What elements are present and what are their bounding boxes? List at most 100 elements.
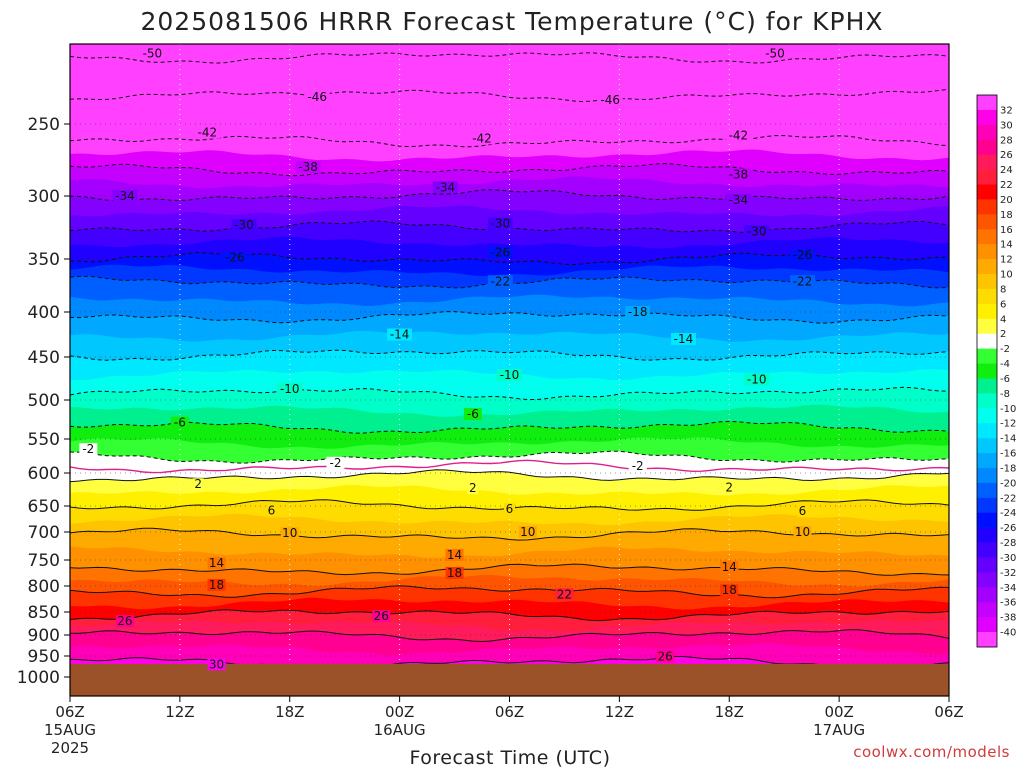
x-tick-date: 15AUG [44, 721, 96, 739]
contour-label-background [790, 275, 815, 288]
colorbar-swatch [977, 363, 997, 379]
contour-label-background [487, 217, 513, 230]
colorbar-label: 2 [1000, 329, 1006, 340]
contour-label: 10 [795, 525, 810, 539]
contour-label-background [487, 275, 513, 288]
contour-label: 30 [209, 657, 224, 671]
y-tick-label: 400 [28, 303, 60, 323]
colorbar-swatch [977, 184, 997, 200]
colorbar-swatch [977, 169, 997, 185]
y-tick-label: 750 [28, 551, 60, 571]
y-tick-label: 650 [28, 497, 60, 517]
contour-label: -34 [436, 180, 456, 194]
contour-label-background [222, 251, 248, 264]
colorbar-swatch [977, 259, 997, 275]
colorbar-label: 6 [1000, 299, 1006, 310]
contour-label-background [720, 584, 739, 597]
colorbar-label: 8 [1000, 284, 1006, 295]
contour-label: 6 [506, 502, 514, 516]
contour-label: -30 [491, 217, 511, 231]
colorbar-label: 20 [1000, 195, 1013, 206]
x-tick-date: 17AUG [813, 721, 865, 739]
contour-label-background [372, 610, 391, 623]
colorbar-label: -32 [1000, 568, 1016, 579]
colorbar-swatch [977, 274, 997, 290]
contour-label: -2 [82, 442, 94, 456]
contour-label: -42 [729, 129, 749, 143]
ground-below-surface [70, 664, 949, 696]
colorbar-label: -2 [1000, 344, 1010, 355]
y-tick-label: 600 [28, 464, 60, 484]
contour-label-background [280, 527, 299, 540]
isotherm-line [70, 609, 949, 622]
contour-label-background [277, 382, 303, 395]
x-tick-label: 18Z [715, 703, 744, 721]
isotherm-line [70, 52, 949, 64]
colorbar-label: -26 [1000, 523, 1016, 534]
colorbar-swatch [977, 602, 997, 618]
contour-label-background [497, 369, 522, 382]
contour-label-background [469, 132, 495, 145]
isotherm-line [70, 311, 949, 324]
contour-label-background [139, 47, 165, 60]
colorbar-swatch [977, 512, 997, 528]
contour-label: 18 [209, 578, 224, 592]
colorbar-label: 26 [1000, 150, 1013, 161]
colorbar-label: 32 [1000, 105, 1013, 116]
contour-label: 6 [268, 504, 276, 518]
colorbar-swatch [977, 139, 997, 155]
colorbar-swatch [977, 333, 997, 349]
contour-label-background [725, 193, 751, 206]
contour-label: -10 [747, 372, 767, 386]
colorbar-label: 14 [1000, 240, 1013, 251]
contour-label-background [326, 456, 345, 469]
contour-label-background [231, 218, 257, 231]
contour-label: -46 [600, 93, 620, 107]
contour-label: 26 [374, 609, 389, 623]
contour-label: -42 [472, 131, 492, 145]
isotherm-line [70, 162, 949, 177]
y-tick-label: 1000 [17, 668, 60, 688]
colorbar-swatch [977, 318, 997, 335]
contour-label: -38 [729, 167, 749, 181]
isotherm-line [70, 189, 949, 202]
colorbar-swatch [977, 244, 997, 260]
contour-label: -30 [234, 218, 254, 232]
contour-label-background [797, 505, 808, 518]
colorbar-swatch [977, 124, 997, 141]
isotherm-line [70, 469, 949, 483]
contour-label: -22 [793, 274, 813, 288]
contour-label-background [295, 161, 321, 174]
contour-label: -34 [729, 193, 749, 207]
y-tick-label: 450 [28, 348, 60, 368]
contour-label: 2 [725, 481, 733, 495]
colorbar-swatch [977, 438, 997, 454]
contour-label-background [207, 578, 226, 591]
colorbar-label: 10 [1000, 270, 1013, 281]
colorbar-swatch [977, 482, 997, 499]
colorbar-label: 24 [1000, 165, 1013, 176]
colorbar-label: -28 [1000, 538, 1016, 549]
contour-label: -6 [174, 416, 186, 430]
colorbar-legend: 32 30 28 26 24 22 20 18 16 14 12 10 8 6 4 2 -2 -4 -6 -8 -10 -… [976, 94, 1016, 648]
colorbar-label: -22 [1000, 493, 1016, 504]
contour-label-background [744, 225, 770, 238]
colorbar-swatch [977, 393, 997, 409]
contour-label-background [463, 408, 482, 421]
contour-label: 10 [520, 525, 535, 539]
colorbar-swatch [977, 95, 997, 111]
isotherm-contours [70, 52, 949, 670]
colorbar-swatch [977, 453, 997, 469]
colorbar-swatch [977, 572, 997, 588]
contour-label-background [304, 90, 330, 103]
colorbar-label: -20 [1000, 478, 1016, 489]
contour-label-background [432, 181, 458, 194]
x-tick-date: 16AUG [374, 721, 426, 739]
colorbar-swatch [977, 288, 997, 305]
credit-text: coolwx.com/models [853, 743, 1010, 761]
contour-label: 14 [447, 548, 462, 562]
x-tick-label: 00Z [385, 703, 414, 721]
x-tick-label: 18Z [275, 703, 304, 721]
contour-label-background [194, 126, 220, 139]
